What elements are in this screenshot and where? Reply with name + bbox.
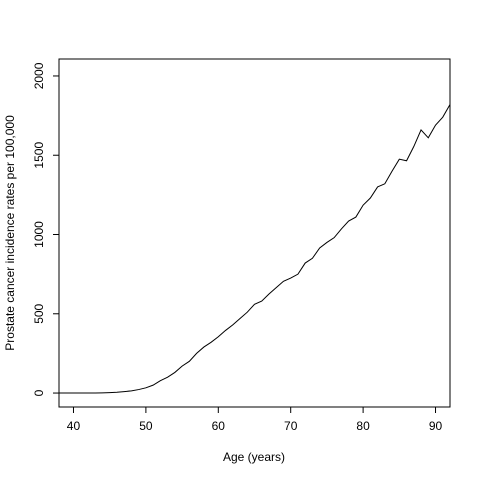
y-tick-label: 1500 — [32, 142, 46, 169]
x-tick-label: 80 — [356, 419, 370, 433]
y-axis-label: Prostate cancer incidence rates per 100,… — [3, 115, 17, 351]
x-tick-label: 40 — [67, 419, 81, 433]
plot-frame — [58, 58, 451, 408]
data-line — [59, 104, 451, 394]
x-tick-label: 90 — [429, 419, 443, 433]
y-tick-label: 2000 — [32, 62, 46, 89]
x-tick-label: 50 — [139, 419, 153, 433]
x-axis-label: Age (years) — [223, 450, 285, 464]
y-tick-label: 0 — [32, 389, 46, 396]
y-tick-label: 1000 — [32, 221, 46, 248]
x-tick-label: 60 — [212, 419, 226, 433]
y-tick-label: 500 — [32, 303, 46, 323]
x-tick-label: 70 — [284, 419, 298, 433]
